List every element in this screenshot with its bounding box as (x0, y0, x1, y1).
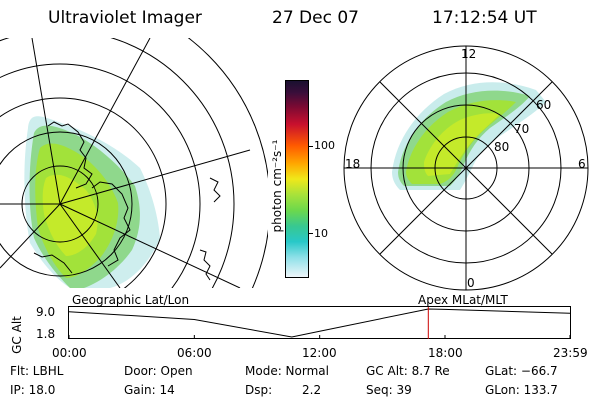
colorbar-tick-100 (308, 146, 313, 147)
mlt-label-6: 6 (578, 157, 586, 171)
timeline-x-tick-label: 06:00 (177, 346, 212, 360)
polar-grid (343, 45, 589, 291)
timeline-right-title: Apex MLat/MLT (418, 293, 508, 307)
timeline-y-tick-min: 1.8 (36, 327, 56, 341)
colorbar-label-100: 100 (314, 139, 335, 152)
dsp-value: 2.2 (302, 383, 322, 397)
gain-status: Gain: 14 (124, 383, 175, 397)
mlat-label-70: 70 (514, 122, 530, 136)
observation-date: 27 Dec 07 (272, 8, 359, 28)
sequence-status: Seq: 39 (366, 383, 412, 397)
observation-time: 17:12:54 UT (432, 8, 537, 28)
timeline-x-tick-label: 18:00 (428, 346, 463, 360)
geo-longitude-status: GLon: 133.7 (485, 383, 558, 397)
timeline-y-label: GC Alt (10, 316, 24, 354)
colorbar-label-10: 10 (314, 227, 328, 240)
mlt-label-0: 0 (467, 276, 475, 290)
color-scale-bar (285, 80, 309, 278)
altitude-timeline-chart (68, 306, 571, 339)
timeline-x-tick-label: 00:00 (52, 346, 87, 360)
geo-latitude-status: GLat: −66.7 (485, 364, 558, 378)
filter-status: Flt: LBHL (10, 364, 64, 378)
geo-latlon-grid (0, 38, 268, 288)
timeline-y-tick-max: 9.0 (36, 305, 56, 319)
mlat-label-60: 60 (536, 98, 552, 112)
gc-altitude-status: GC Alt: 8.7 Re (366, 364, 450, 378)
instrument-title: Ultraviolet Imager (48, 8, 202, 28)
colorbar-tick-10 (308, 233, 313, 234)
magnetic-polar-plot (343, 45, 589, 291)
dsp-label: Dsp: (245, 383, 273, 397)
timeline-x-tick-label: 12:00 (302, 346, 337, 360)
ip-status: IP: 18.0 (10, 383, 56, 397)
polar-aurora-emission (392, 82, 546, 190)
altitude-curve (68, 308, 571, 338)
door-status: Door: Open (124, 364, 193, 378)
timeline-left-title: Geographic Lat/Lon (72, 293, 190, 307)
geo-aurora-emission (24, 116, 160, 288)
timeline-y-label-wrap: GC Alt (10, 316, 24, 356)
mlat-label-80: 80 (494, 140, 510, 154)
geographic-image (0, 38, 268, 288)
mode-status: Mode: Normal (245, 364, 329, 378)
mlt-label-12: 12 (461, 47, 477, 61)
mlt-label-18: 18 (345, 157, 361, 171)
geo-coastlines (33, 121, 221, 281)
timeline-x-tick-label: 23:59 (553, 346, 588, 360)
colorbar-unit-label: photon cm⁻²s⁻¹ (270, 139, 284, 233)
